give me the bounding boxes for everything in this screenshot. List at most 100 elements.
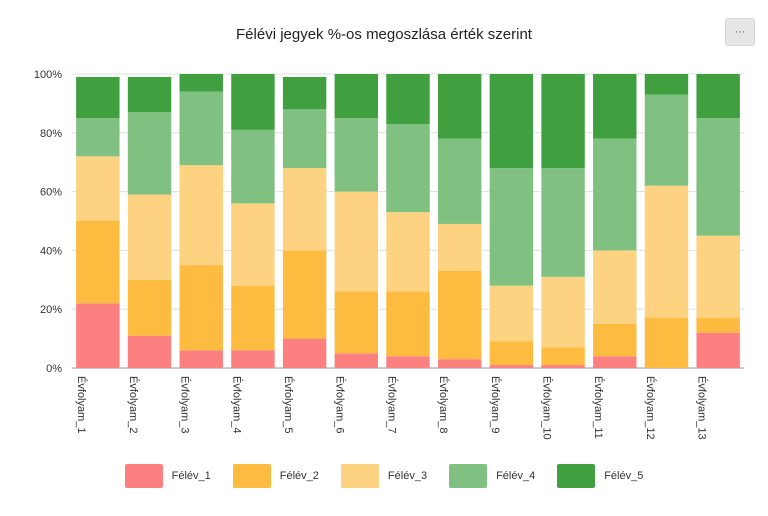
x-tick-label: Évfolyam_12 [644,376,657,440]
bar-Félév_2-Évfolyam_7[interactable] [386,291,430,357]
bar-Félév_1-Évfolyam_10[interactable] [541,365,585,368]
bar-Félév_4-Évfolyam_7[interactable] [386,123,430,213]
y-tick-label: 80% [40,128,62,140]
bar-Félév_4-Évfolyam_10[interactable] [541,168,585,277]
bar-Félév_4-Évfolyam_12[interactable] [644,94,689,186]
bar-Félév_4-Évfolyam_4[interactable] [231,129,275,204]
bar-Félév_3-Évfolyam_5[interactable] [282,168,327,251]
bar-Félév_5-Évfolyam_6[interactable] [334,74,379,119]
bar-Félév_1-Évfolyam_2[interactable] [127,335,172,368]
bar-Félév_5-Évfolyam_3[interactable] [179,74,223,92]
bar-Félév_4-Évfolyam_8[interactable] [437,138,482,224]
x-tick-label: Évfolyam_1 [75,376,88,433]
bar-Félév_3-Évfolyam_11[interactable] [593,250,637,324]
bar-Félév_4-Évfolyam_2[interactable] [127,112,172,195]
bar-Félév_5-Évfolyam_13[interactable] [696,74,740,119]
x-tick-label: Évfolyam_8 [437,376,450,433]
bar-Félév_2-Évfolyam_12[interactable] [644,318,689,368]
bar-Félév_3-Évfolyam_10[interactable] [541,276,585,348]
legend-item[interactable]: Félév_3 [340,464,428,488]
x-tick-label: Évfolyam_3 [179,376,192,433]
bar-Félév_3-Évfolyam_9[interactable] [489,285,534,342]
legend-label: Félév_5 [604,470,644,482]
bar-Félév_5-Évfolyam_12[interactable] [644,74,689,95]
bar-Félév_1-Évfolyam_7[interactable] [386,356,430,368]
bar-Félév_5-Évfolyam_2[interactable] [127,76,172,113]
bar-Félév_2-Évfolyam_1[interactable] [76,221,120,304]
bar-Félév_2-Évfolyam_9[interactable] [489,341,534,366]
bar-Félév_3-Évfolyam_4[interactable] [231,203,275,286]
bar-Félév_3-Évfolyam_1[interactable] [76,156,120,221]
legend-item[interactable]: Félév_5 [557,464,643,488]
x-tick-label: Évfolyam_5 [282,376,295,433]
x-tick-label: Évfolyam_11 [592,376,605,439]
x-tick-label: Évfolyam_6 [334,376,347,433]
bar-Félév_2-Évfolyam_3[interactable] [179,265,223,351]
legend-swatch [557,464,596,488]
bar-Félév_5-Évfolyam_7[interactable] [386,74,430,124]
bar-Félév_3-Évfolyam_7[interactable] [386,212,430,292]
bar-Félév_4-Évfolyam_6[interactable] [334,118,379,192]
legend-item[interactable]: Félév_4 [449,464,535,488]
bar-Félév_5-Évfolyam_8[interactable] [437,74,482,139]
x-tick-label: Évfolyam_9 [489,376,502,433]
bar-Félév_3-Évfolyam_8[interactable] [437,223,482,271]
bar-Félév_1-Évfolyam_1[interactable] [76,303,120,368]
y-tick-label: 60% [40,187,62,199]
bar-Félév_5-Évfolyam_11[interactable] [593,74,637,139]
bar-Félév_2-Évfolyam_10[interactable] [541,347,585,366]
y-tick-label: 0% [46,363,62,375]
chart-menu-button[interactable]: ··· [725,18,755,46]
bar-Félév_3-Évfolyam_3[interactable] [179,165,223,266]
bar-Félév_2-Évfolyam_4[interactable] [231,285,275,351]
bar-Félév_3-Évfolyam_12[interactable] [644,185,689,319]
bar-Félév_1-Évfolyam_4[interactable] [231,350,275,368]
x-tick-label: Évfolyam_2 [127,376,140,433]
bar-Félév_4-Évfolyam_11[interactable] [593,138,637,251]
bar-Félév_3-Évfolyam_6[interactable] [334,191,379,292]
bar-Félév_4-Évfolyam_13[interactable] [696,118,740,236]
legend-swatch [124,464,163,488]
legend-item[interactable]: Félév_1 [124,464,211,488]
x-tick-label: Évfolyam_7 [385,376,398,433]
bar-Félév_4-Évfolyam_3[interactable] [179,91,223,166]
bar-Félév_4-Évfolyam_1[interactable] [76,118,120,157]
bar-Félév_5-Évfolyam_5[interactable] [282,76,327,110]
bar-Félév_5-Évfolyam_10[interactable] [541,74,585,169]
bar-Félév_1-Évfolyam_3[interactable] [179,350,223,368]
bar-Félév_1-Évfolyam_8[interactable] [437,359,482,368]
bar-Félév_3-Évfolyam_13[interactable] [696,235,740,319]
more-icon: ··· [734,26,746,38]
legend-label: Félév_3 [387,470,428,482]
bar-Félév_5-Évfolyam_9[interactable] [489,74,534,169]
bar-Félév_3-Évfolyam_2[interactable] [127,194,172,280]
bar-Félév_2-Évfolyam_8[interactable] [437,270,482,360]
bar-Félév_1-Évfolyam_5[interactable] [282,338,327,368]
bar-Félév_2-Évfolyam_13[interactable] [696,318,740,333]
bar-Félév_5-Évfolyam_4[interactable] [231,74,275,130]
y-tick-label: 40% [40,245,62,257]
x-tick-label: Évfolyam_13 [696,376,709,440]
bar-Félév_1-Évfolyam_13[interactable] [696,332,740,368]
legend-item[interactable]: Félév_2 [232,464,319,488]
bar-Félév_1-Évfolyam_9[interactable] [489,365,534,368]
bar-Félév_5-Évfolyam_1[interactable] [76,76,120,119]
bar-Félév_1-Évfolyam_6[interactable] [334,353,379,368]
bar-Félév_4-Évfolyam_9[interactable] [489,168,534,286]
bar-Félév_1-Évfolyam_11[interactable] [593,356,637,368]
bar-Félév_2-Évfolyam_2[interactable] [127,279,172,336]
legend-label: Félév_2 [279,470,319,482]
y-tick-label: 100% [34,69,62,81]
legend-label: Félév_4 [496,470,536,482]
bar-Félév_2-Évfolyam_5[interactable] [282,250,327,339]
bar-Félév_2-Évfolyam_6[interactable] [334,291,379,354]
chart-title: Félévi jegyek %-os megoszlása érték szer… [236,26,532,43]
bar-Félév_4-Évfolyam_5[interactable] [282,109,327,169]
legend-swatch [340,464,379,488]
x-tick-label: Évfolyam_4 [230,376,243,433]
x-tick-label: Évfolyam_10 [540,376,553,440]
bar-Félév_2-Évfolyam_11[interactable] [593,323,637,357]
chart-legend: Félév_1 Félév_2 Félév_3 Félév_4 Félév_5 [0,464,768,488]
legend-label: Félév_1 [171,470,211,482]
